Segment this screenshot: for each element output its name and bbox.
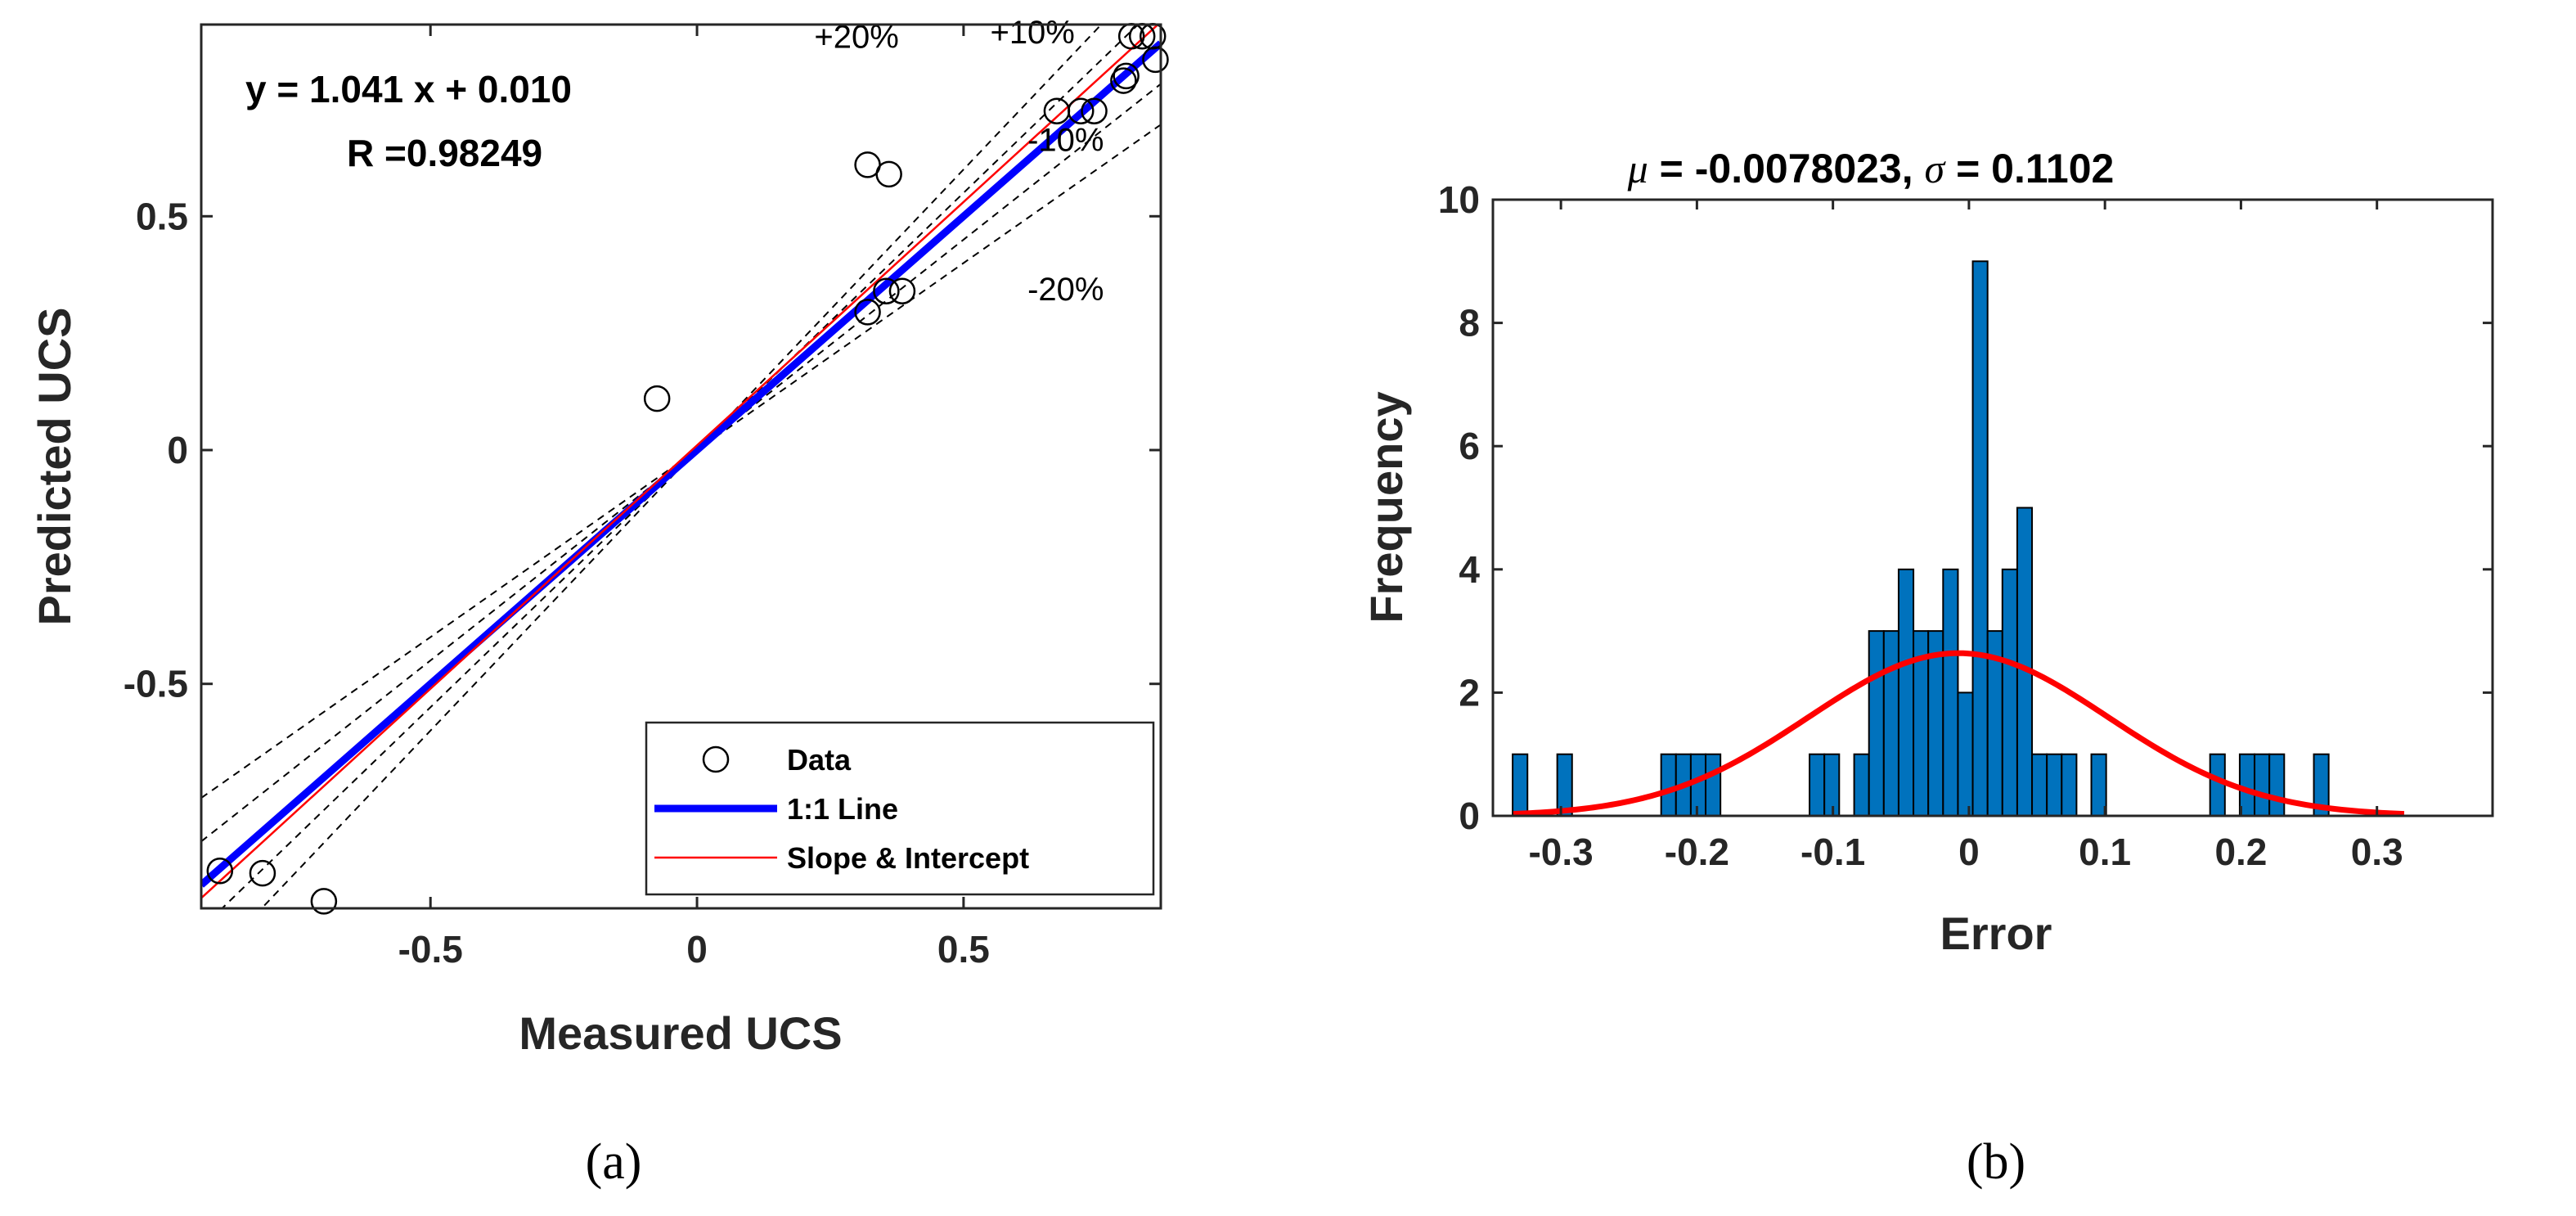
scatter-axes-box <box>200 23 1162 910</box>
histogram-x-tick-label-2: -0.1 <box>1801 831 1865 873</box>
data-point-1 <box>249 859 276 887</box>
legend-label-data: Data <box>787 743 852 777</box>
scatter-x-label: Measured UCS <box>519 1007 842 1059</box>
histogram-bar-1 <box>1556 753 1573 817</box>
histogram-x-tick-label-6: 0.3 <box>2351 831 2403 873</box>
panel-label-a: (a) <box>586 1134 642 1190</box>
scatter-x-tick-label-1: 0 <box>686 928 708 971</box>
histogram-y-tick-label-5: 10 <box>1438 178 1480 221</box>
histogram-x-tick-label-0: -0.3 <box>1528 831 1593 873</box>
histogram-bar-15 <box>1957 691 1974 817</box>
histogram-x-tick-label-3: 0 <box>1958 831 1980 873</box>
bound-label-3: -20% <box>1027 272 1104 308</box>
data-point-8 <box>888 277 916 304</box>
histogram-bar-0 <box>1512 753 1529 817</box>
histogram-bar-10 <box>1882 630 1899 817</box>
fit-equation-text: y = 1.041 x + 0.010 <box>245 68 572 110</box>
scatter-y-tick-label-2: 0.5 <box>136 195 188 237</box>
histogram-bar-18 <box>2001 568 2018 817</box>
bound-label-1: +10% <box>990 15 1074 51</box>
histogram-bar-21 <box>2046 753 2063 817</box>
histogram-axes-box <box>1491 198 2494 817</box>
histogram-bar-9 <box>1868 630 1885 817</box>
histogram-x-axis: -0.3 -0.2 -0.1 0 0.1 0.2 0.3 <box>1528 200 2403 873</box>
histogram-bar-22 <box>2061 753 2078 817</box>
histogram-y-tick-label-2: 4 <box>1459 548 1480 591</box>
histogram-bar-14 <box>1942 568 1959 817</box>
histogram-y-label: Frequency <box>1360 391 1412 623</box>
scatter-y-tick-label-1: 0 <box>167 429 188 471</box>
data-point-11 <box>1081 97 1108 124</box>
scatter-x-axis: -0.5 0 0.5 <box>398 25 990 971</box>
mu-value-text: = -0.0078023, <box>1648 146 1925 191</box>
scatter-legend: Data 1:1 Line Slope & Intercept <box>645 721 1155 896</box>
legend-data-marker <box>702 745 730 773</box>
scatter-x-tick-label-2: 0.5 <box>937 928 990 971</box>
data-point-2 <box>310 888 338 915</box>
histogram-x-label: Error <box>1940 907 2052 959</box>
data-point-6 <box>854 299 881 326</box>
histogram-y-tick-label-0: 0 <box>1459 795 1480 837</box>
data-point-12 <box>1110 67 1137 94</box>
data-point-13 <box>1113 62 1140 90</box>
fit-line <box>201 25 1160 899</box>
histogram-bar-8 <box>1853 753 1870 817</box>
histogram-panel: μ = -0.0078023, σ = 0.1102 -0.3 -0.2 -0.1 0… <box>1360 146 2494 1190</box>
histogram-y-axis: 0 2 4 6 8 10 <box>1438 178 2493 837</box>
correlation-text: R =0.98249 <box>347 132 542 174</box>
scatter-y-label: Predicted UCS <box>29 308 80 626</box>
histogram-bar-6 <box>1809 753 1826 817</box>
histogram-bar-27 <box>2268 753 2286 817</box>
histogram-bar-5 <box>1705 753 1722 817</box>
histogram-bar-19 <box>2016 507 2034 817</box>
sigma-symbol: σ <box>1925 146 1947 191</box>
histogram-x-tick-label-1: -0.2 <box>1665 831 1729 873</box>
data-point-3 <box>643 385 671 412</box>
histogram-bar-24 <box>2209 753 2226 817</box>
legend-label-1to1: 1:1 Line <box>787 792 898 826</box>
histogram-x-tick-label-5: 0.2 <box>2214 831 2267 873</box>
data-points <box>206 23 1169 915</box>
panel-label-b: (b) <box>1967 1134 2025 1190</box>
legend-label-fit: Slope & Intercept <box>787 841 1029 875</box>
regression-lines <box>201 25 1161 899</box>
one-to-one-line <box>201 40 1161 888</box>
data-point-17 <box>1142 46 1169 74</box>
scatter-panel: +20% +10%-10%-20% -0.5 0 0.5 -0.500.5 y = 1… <box>29 15 1169 1190</box>
histogram-bar-2 <box>1660 753 1677 817</box>
data-point-7 <box>873 277 900 304</box>
histogram-y-tick-label-4: 8 <box>1459 302 1480 345</box>
scatter-y-axis: -0.5 0 0.5 <box>124 195 1161 705</box>
histogram-x-tick-label-4: 0.1 <box>2079 831 2131 873</box>
histogram-y-tick-label-3: 6 <box>1459 425 1480 467</box>
bound-label-2: -10% <box>1027 122 1104 158</box>
histogram-bar-4 <box>1689 753 1707 817</box>
histogram-bar-16 <box>1971 260 1989 817</box>
normal-fit-curve <box>1513 650 2405 817</box>
data-point-0 <box>206 858 234 885</box>
scatter-y-tick-label-0: -0.5 <box>124 663 188 705</box>
data-point-5 <box>875 160 902 188</box>
sigma-value-text: = 0.1102 <box>1944 146 2114 191</box>
histogram-title: μ = -0.0078023, σ = 0.1102 <box>1627 146 2115 191</box>
histogram-bar-26 <box>2254 753 2271 817</box>
scatter-x-tick-label-0: -0.5 <box>398 928 463 971</box>
normal-fit-curve-group <box>1513 650 2405 817</box>
histogram-y-tick-label-1: 2 <box>1459 671 1480 714</box>
histogram-bar-11 <box>1897 568 1915 817</box>
histogram-bar-20 <box>2031 753 2048 817</box>
mu-symbol: μ <box>1627 146 1648 191</box>
data-point-10 <box>1068 97 1095 124</box>
